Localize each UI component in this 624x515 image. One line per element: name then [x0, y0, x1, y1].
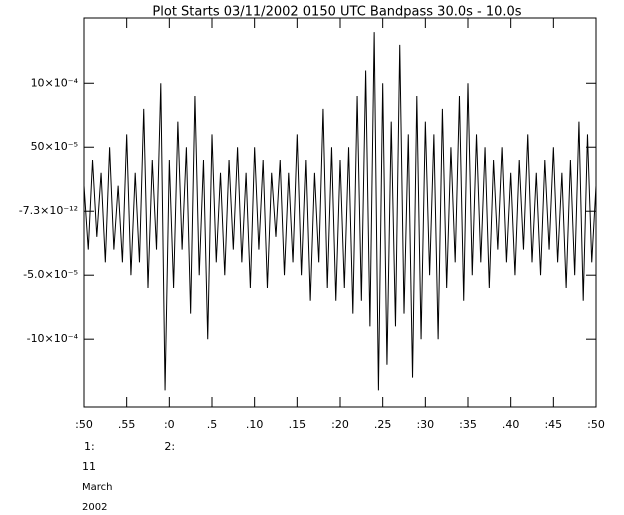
x-tick-label: .40: [502, 418, 520, 431]
hour-label: 2:: [164, 440, 175, 453]
date-label: March: [82, 482, 112, 493]
x-tick-label: .55: [118, 418, 136, 431]
y-tick-label: -7.3×10⁻¹²: [19, 204, 78, 217]
date-label: 11: [82, 460, 96, 473]
y-tick-label: -10×10⁻⁴: [27, 332, 79, 345]
x-tick-label: :0: [164, 418, 175, 431]
y-tick-label: 10×10⁻⁴: [31, 76, 79, 89]
y-tick-label: 50×10⁻⁵: [31, 140, 78, 153]
x-tick-label: .10: [246, 418, 264, 431]
x-tick-label: :30: [416, 418, 434, 431]
trace: [83, 32, 597, 391]
y-tick-label: -5.0×10⁻⁵: [23, 268, 78, 281]
chart-title: Plot Starts 03/11/2002 0150 UTC Bandpass…: [152, 5, 521, 20]
x-tick-label: .25: [374, 418, 392, 431]
x-tick-label: :35: [459, 418, 477, 431]
x-tick-label: .5: [207, 418, 218, 431]
hour-label: 1:: [84, 440, 95, 453]
x-tick-label: :50: [587, 418, 605, 431]
date-label: 2002: [82, 502, 107, 511]
x-tick-label: :45: [544, 418, 562, 431]
x-tick-label: .15: [289, 418, 307, 431]
x-tick-label: :50: [75, 418, 93, 431]
x-tick-label: :20: [331, 418, 349, 431]
plot-frame: [83, 17, 597, 408]
